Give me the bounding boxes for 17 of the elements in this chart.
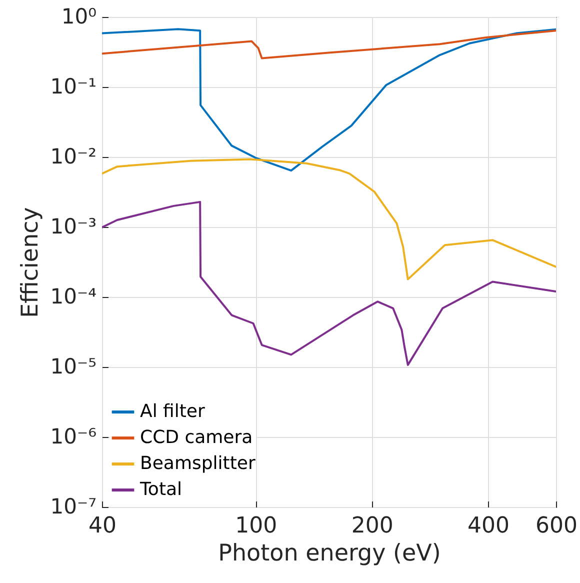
y-tick-label: 10⁻⁴ [50, 284, 96, 308]
y-tick-label: 10⁰ [61, 4, 96, 28]
y-tick-label: 10⁻² [50, 144, 96, 168]
legend-label: Al filter [140, 401, 206, 422]
x-tick-label: 100 [235, 514, 278, 538]
y-tick-label: 10⁻⁵ [50, 354, 96, 378]
y-tick-label: 10⁻⁶ [50, 424, 96, 448]
x-tick-label: 600 [536, 514, 578, 538]
y-tick-label: 10⁻³ [50, 214, 96, 238]
y-axis-title: Efficiency [17, 207, 44, 318]
legend-label: Beamsplitter [140, 453, 256, 474]
x-tick-label: 200 [351, 514, 394, 538]
y-tick-label: 10⁻¹ [50, 74, 96, 98]
legend-label: Total [139, 479, 182, 500]
x-tick-label: 400 [468, 514, 510, 538]
legend-label: CCD camera [140, 427, 253, 448]
x-axis-title: Photon energy (eV) [218, 540, 441, 566]
